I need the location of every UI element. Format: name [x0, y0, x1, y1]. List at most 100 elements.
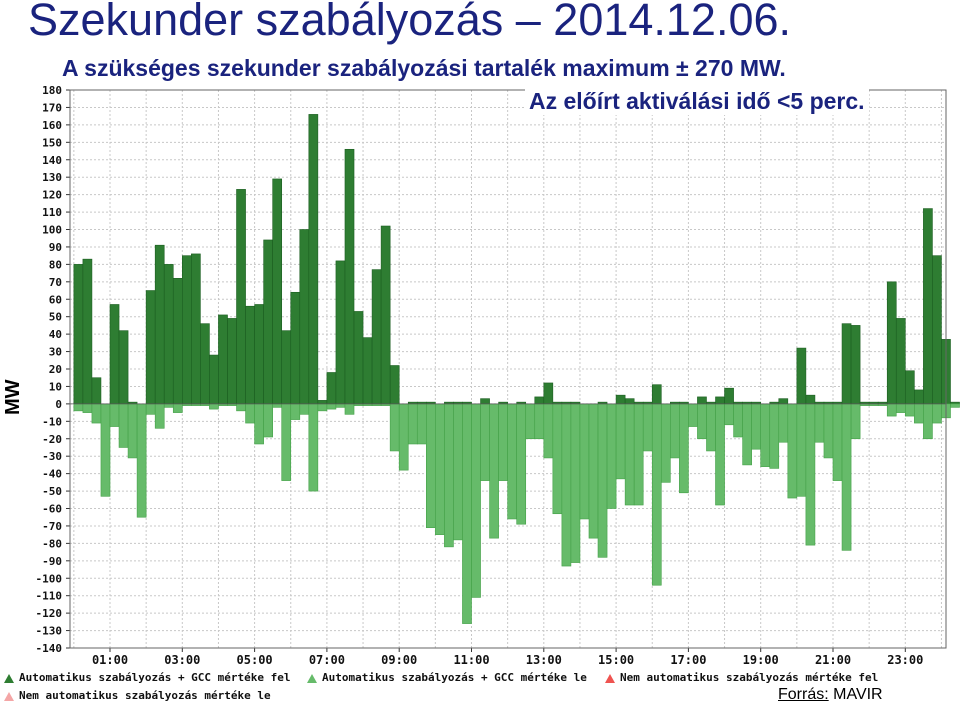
y-tick-label: -10: [42, 415, 62, 428]
bar-auto-down: [136, 403, 147, 518]
bar-auto-down: [570, 403, 581, 563]
y-tick-label: -50: [42, 485, 62, 498]
bar-auto-up: [534, 396, 545, 405]
bar-auto-down: [679, 403, 689, 494]
bar-auto-down: [651, 403, 662, 586]
bar-auto-down: [823, 403, 834, 459]
bar-auto-down: [588, 403, 599, 539]
bar-auto-down: [462, 403, 472, 624]
y-tick-label: 130: [42, 171, 62, 184]
bar-auto-down: [82, 403, 93, 413]
legend-label: Nem automatikus szabályozás mértéke le: [19, 689, 271, 702]
bar-auto-up: [163, 264, 174, 405]
bar-auto-down: [154, 403, 165, 429]
bar-auto-up: [651, 384, 662, 405]
y-tick-label: 70: [49, 276, 62, 289]
bar-auto-up: [290, 291, 301, 405]
y-tick-label: 0: [55, 398, 62, 411]
bar-auto-down: [480, 403, 490, 481]
bar-auto-down: [579, 403, 590, 520]
bar-auto-down: [624, 403, 635, 506]
bar-auto-down: [317, 403, 328, 412]
bar-auto-down: [507, 403, 517, 520]
y-tick-label: -80: [42, 537, 62, 550]
x-tick-label: 15:00: [598, 653, 634, 667]
bar-auto-down: [145, 403, 156, 415]
legend-item-auto-down: Automatikus szabályozás + GCC mértéke le: [307, 671, 587, 684]
bar-auto-up: [254, 304, 264, 405]
bar-auto-down: [281, 403, 292, 481]
bar-auto-up: [543, 382, 554, 405]
bar-auto-up: [145, 290, 156, 405]
plot-frame: [69, 89, 947, 649]
y-tick-label: -140: [36, 642, 63, 655]
bar-auto-up: [245, 305, 255, 405]
bar-auto-up: [272, 178, 283, 405]
bar-auto-up: [353, 311, 364, 405]
bar-auto-up: [841, 323, 852, 405]
bar-auto-up: [118, 330, 129, 405]
y-axis-label: MW: [2, 379, 24, 415]
bar-auto-down: [299, 403, 310, 415]
bar-auto-up: [191, 253, 201, 405]
bar-auto-up: [805, 394, 816, 405]
legend-marker-manual-up: [605, 673, 615, 683]
y-tick-label: -60: [42, 503, 62, 516]
bar-auto-up: [308, 114, 319, 405]
chart-bars: [70, 114, 960, 624]
bar-auto-up: [109, 304, 120, 405]
bar-auto-up: [91, 377, 102, 405]
bar-auto-down: [814, 403, 825, 443]
source-label: Forrás:: [778, 686, 829, 703]
bar-auto-down: [163, 403, 174, 408]
bar-auto-down: [525, 403, 536, 440]
legend-label: Automatikus szabályozás + GCC mértéke fe…: [19, 671, 291, 684]
bar-auto-down: [733, 403, 743, 438]
bar-auto-down: [471, 403, 481, 598]
bar-auto-down: [805, 403, 816, 546]
source-value: MAVIR: [833, 686, 883, 703]
y-tick-label: 160: [42, 119, 62, 132]
bar-auto-down: [923, 403, 933, 440]
bar-auto-down: [697, 403, 707, 440]
bar-auto-down: [769, 403, 780, 469]
bar-auto-up: [218, 314, 228, 405]
bar-auto-up: [886, 281, 897, 405]
bar-auto-up: [154, 244, 165, 405]
x-tick-label: 17:00: [670, 653, 706, 667]
bar-auto-down: [335, 403, 346, 408]
bar-auto-down: [407, 403, 418, 445]
legend-item-manual-up: Nem automatikus szabályozás mértéke fel: [605, 671, 878, 684]
bar-auto-up: [380, 225, 391, 405]
y-tick-label: 180: [42, 84, 62, 97]
bar-auto-down: [796, 403, 807, 497]
bar-auto-up: [932, 255, 942, 405]
bar-auto-up: [480, 398, 490, 405]
bar-auto-up: [914, 389, 924, 405]
y-tick-label: 120: [42, 189, 62, 202]
bar-auto-down: [308, 403, 319, 492]
bar-auto-up: [624, 398, 635, 405]
bar-auto-down: [254, 403, 264, 445]
y-tick-label: -40: [42, 468, 62, 481]
y-tick-label: -20: [42, 433, 62, 446]
y-tick-label: 50: [49, 311, 62, 324]
x-tick-label: 01:00: [92, 653, 128, 667]
bar-auto-up: [850, 325, 861, 405]
x-tick-label: 07:00: [309, 653, 345, 667]
bar-auto-up: [317, 400, 328, 405]
bar-auto-down: [100, 403, 111, 497]
x-tick-label: 09:00: [381, 653, 417, 667]
bar-auto-down: [886, 403, 897, 417]
bar-auto-down: [552, 403, 563, 515]
bar-auto-down: [742, 403, 752, 466]
y-tick-label: 140: [42, 154, 62, 167]
y-tick-label: 100: [42, 224, 62, 237]
x-tick-label: 05:00: [237, 653, 273, 667]
bar-auto-up: [172, 278, 183, 405]
legend: Automatikus szabályozás + GCC mértéke fe…: [0, 669, 960, 707]
bar-auto-down: [841, 403, 852, 551]
bar-auto-up: [335, 260, 346, 405]
legend-marker-auto-down: [307, 673, 317, 683]
bar-auto-up: [326, 372, 337, 405]
